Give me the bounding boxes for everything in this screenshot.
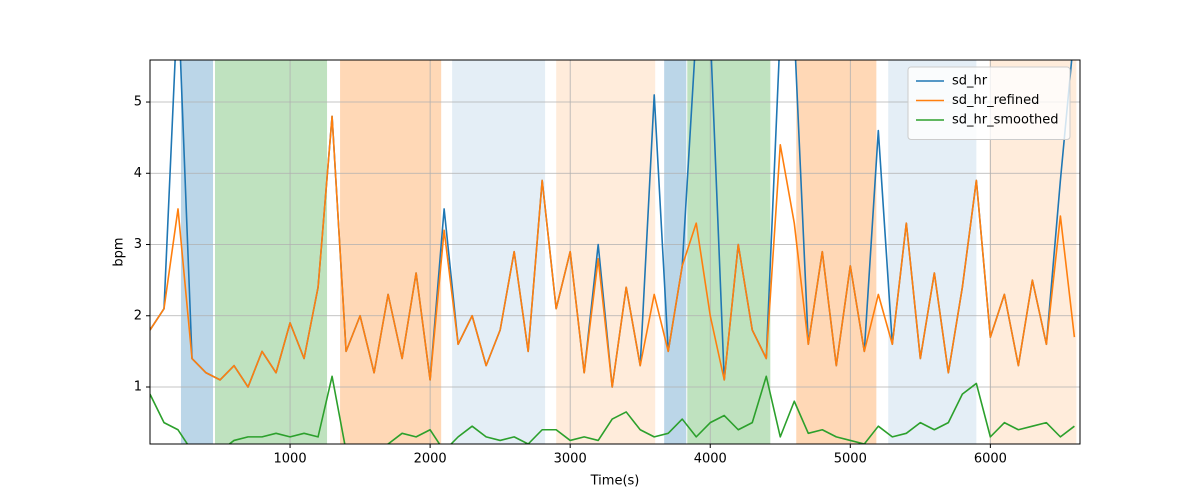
shaded-span <box>214 60 328 444</box>
series-line <box>150 375 1075 444</box>
y-tick-label: 5 <box>134 95 142 110</box>
shaded-span <box>556 60 656 444</box>
legend-label: sd_hr_smoothed <box>952 113 1059 128</box>
ticks: 1000 2000 3000 4000 5000 6000 1 2 3 4 5 <box>134 95 1007 467</box>
shaded-span <box>687 60 771 444</box>
x-tick-label: 6000 <box>974 452 1007 467</box>
x-tick-label: 4000 <box>694 452 727 467</box>
shaded-span <box>452 60 546 444</box>
plot-frame <box>149 59 1081 445</box>
shaded-span <box>796 60 877 444</box>
x-tick-label: 1000 <box>274 452 307 467</box>
x-tick-label: 5000 <box>834 452 867 467</box>
legend-label: sd_hr_refined <box>952 93 1039 108</box>
x-tick-label: 2000 <box>414 452 447 467</box>
lines <box>150 60 1076 444</box>
shaded-span <box>664 60 687 444</box>
y-tick-label: 4 <box>134 166 142 181</box>
x-tick-label: 3000 <box>554 452 587 467</box>
y-tick-label: 3 <box>134 237 142 252</box>
x-axis-label: Time(s) <box>590 474 640 489</box>
series-line <box>150 115 1076 388</box>
legend-box <box>907 66 1071 140</box>
spans <box>180 60 1077 444</box>
legend-label: sd_hr <box>952 74 988 89</box>
y-axis-label: bpm <box>112 237 127 266</box>
legend: sd_hr sd_hr_refined sd_hr_smoothed <box>907 66 1071 140</box>
y-tick-label: 2 <box>134 308 142 323</box>
shaded-span <box>180 60 214 444</box>
y-tick-label: 1 <box>134 380 142 395</box>
shaded-span <box>340 60 442 444</box>
